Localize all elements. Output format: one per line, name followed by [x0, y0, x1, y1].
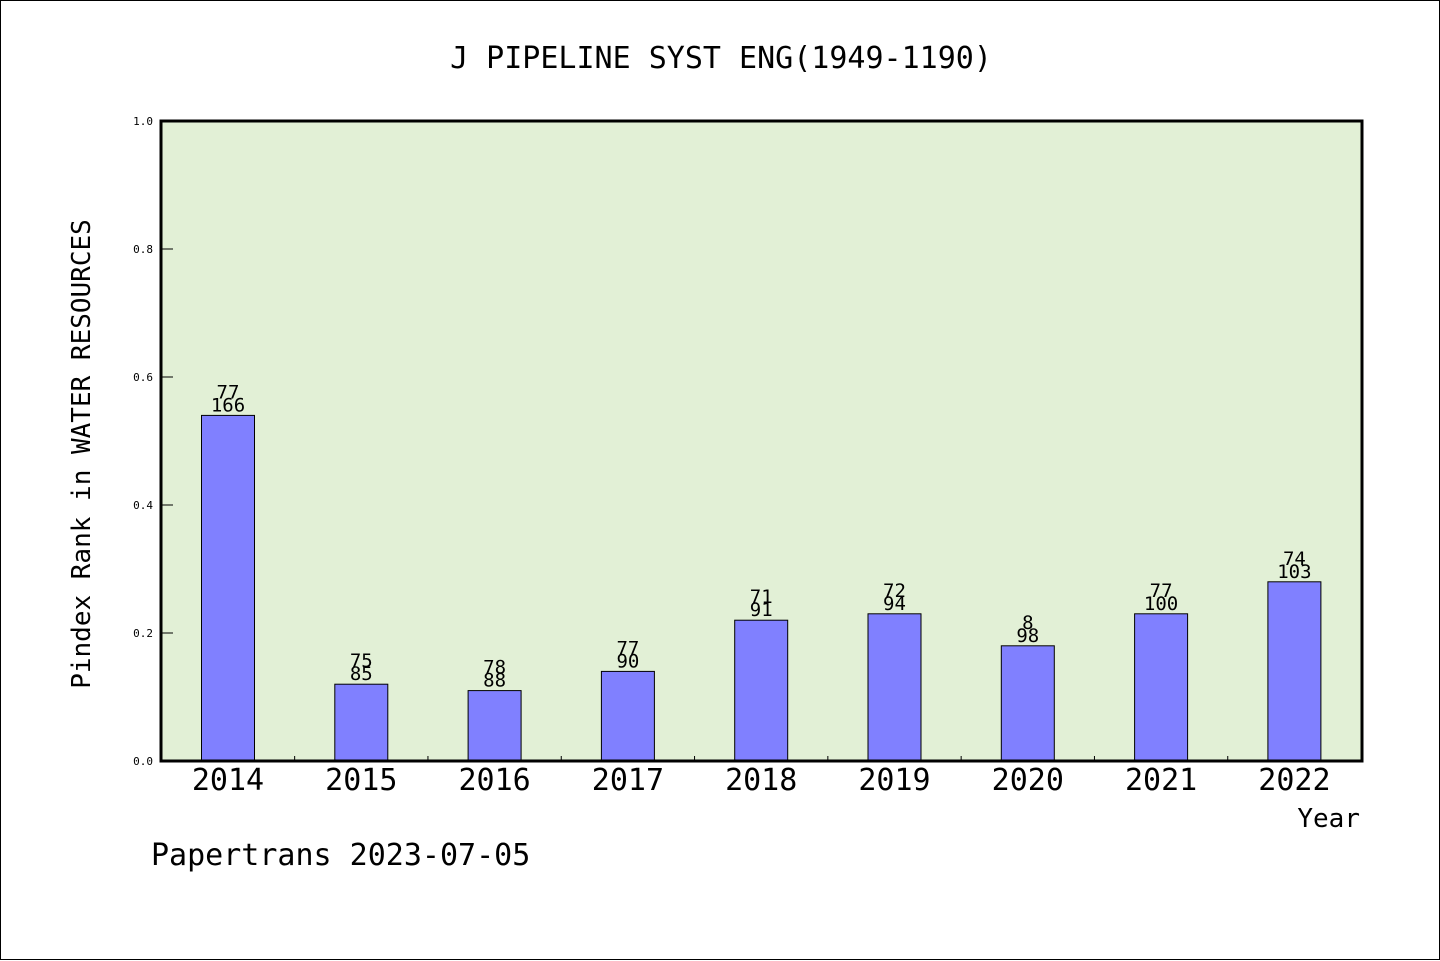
x-tick-label-2016: 2016: [458, 763, 530, 798]
x-tick-label-2017: 2017: [592, 763, 664, 798]
bar-label-bottom-2022: 103: [1277, 561, 1311, 583]
y-tick-label: 0.4: [133, 499, 153, 512]
plot-border: [159, 119, 1364, 763]
y-tick-label: 1.0: [133, 115, 153, 128]
bar-label-bottom-2017: 90: [616, 650, 639, 672]
bar-label-bottom-2014: 166: [211, 394, 245, 416]
bar-label-top-2020: 8: [1022, 612, 1033, 634]
bar-label-bottom-2021: 100: [1144, 593, 1178, 615]
bar-label-bottom-2018: 91: [750, 599, 773, 621]
y-axis-label: Pindex Rank in WATER RESOURCES: [67, 219, 97, 689]
y-tick-label: 0.2: [133, 627, 153, 640]
x-tick-label-2015: 2015: [325, 763, 397, 798]
x-tick-label-2014: 2014: [192, 763, 264, 798]
y-axis: 0.0 0.2 0.4 0.6 0.8 1.0: [133, 115, 173, 768]
bar-label-bottom-2019: 94: [883, 593, 906, 615]
x-tick-label-2020: 2020: [992, 763, 1064, 798]
x-tick-label-2021: 2021: [1125, 763, 1197, 798]
x-tick-label-2022: 2022: [1258, 763, 1330, 798]
chart-title: J PIPELINE SYST ENG(1949-1190): [450, 41, 992, 76]
bar-label-top-2018: 71: [750, 586, 773, 608]
bar-label-top-2016: 78: [483, 657, 506, 679]
bars-group: [201, 414, 1322, 762]
x-tick-label-2018: 2018: [725, 763, 797, 798]
bar-2018: [734, 619, 789, 762]
footer-credit: Papertrans 2023-07-05: [151, 838, 530, 873]
bar-label-bottom-2016: 88: [483, 670, 506, 692]
bar-label-top-2017: 77: [616, 637, 639, 659]
bar-label-bottom-2020: 98: [1016, 625, 1039, 647]
bar-2016: [467, 690, 522, 762]
bar-label-bottom-2015: 85: [350, 663, 373, 685]
bar-2017: [600, 670, 655, 762]
bar-2021: [1134, 613, 1189, 762]
bar-2020: [1000, 645, 1055, 762]
x-axis-label: Year: [1297, 804, 1360, 834]
bar-2019: [867, 613, 922, 762]
bar-label-top-2021: 77: [1150, 580, 1173, 602]
bar-label-top-2022: 74: [1283, 548, 1306, 570]
bar-label-top-2019: 72: [883, 580, 906, 602]
x-axis: 2014 2015 2016 2017 2018 2019 2020 2021 2022: [192, 756, 1331, 798]
bar-label-top-2014: 77: [217, 381, 240, 403]
bar-2022: [1267, 581, 1322, 762]
bar-2015: [334, 683, 389, 762]
x-tick-label-2019: 2019: [858, 763, 930, 798]
bar-2014: [201, 414, 255, 762]
y-tick-label: 0.6: [133, 371, 153, 384]
y-tick-label: 0.0: [133, 755, 153, 768]
bar-label-top-2015: 75: [350, 650, 373, 672]
y-tick-label: 0.8: [133, 243, 153, 256]
